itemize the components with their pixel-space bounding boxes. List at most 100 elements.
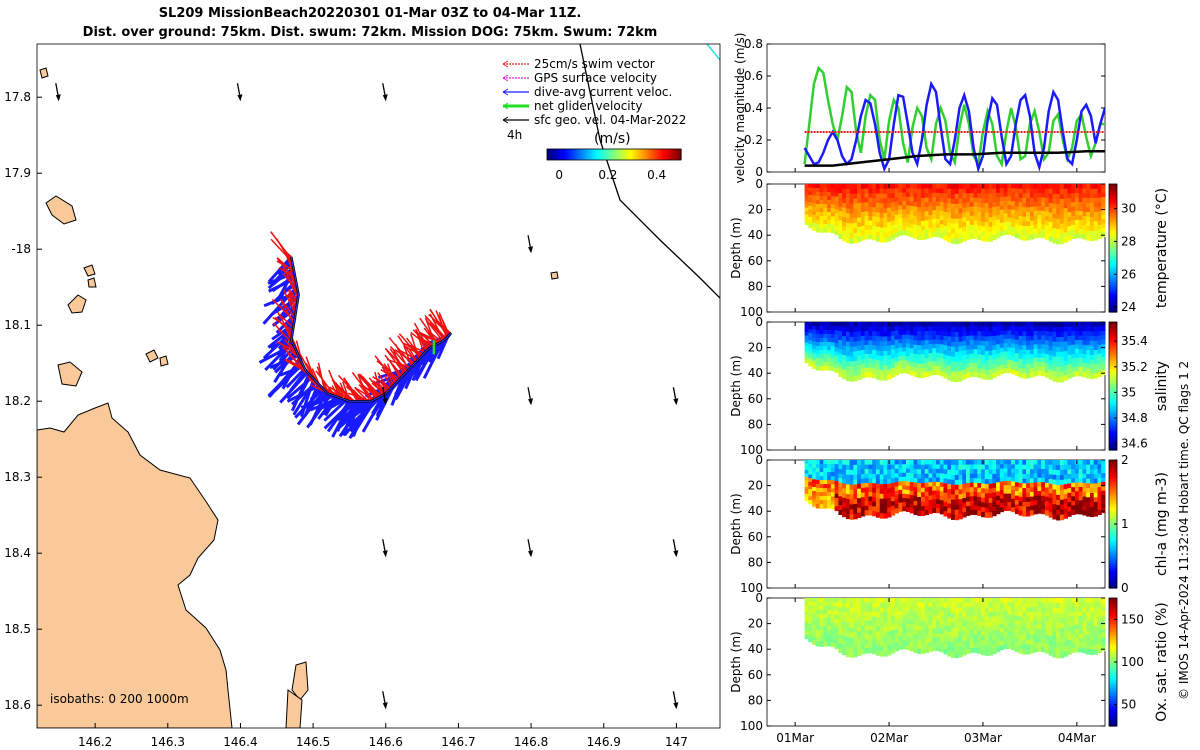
- section-cell: [845, 218, 851, 224]
- section-cell: [864, 344, 869, 351]
- section-cell: [973, 322, 978, 328]
- section-cell: [1086, 602, 1091, 608]
- section-colorbar-cell: [1109, 472, 1117, 476]
- section-cell: [1037, 606, 1042, 612]
- section-cell: [1022, 336, 1027, 342]
- section-cell: [1078, 509, 1083, 515]
- section-cell: [823, 622, 828, 627]
- section-cell: [1093, 644, 1098, 650]
- section-cell: [890, 648, 896, 654]
- section-cell: [1011, 218, 1016, 224]
- section-cell: [1071, 509, 1076, 515]
- section-cell: [860, 621, 866, 627]
- section-cell: [1048, 364, 1053, 371]
- section-cell: [1056, 470, 1061, 476]
- section-cell: [1093, 506, 1098, 512]
- section-cell: [842, 649, 847, 656]
- section-cell: [913, 634, 918, 640]
- section-cell: [1011, 636, 1016, 642]
- section-cell: [1059, 346, 1065, 353]
- section-cell: [988, 607, 993, 613]
- legend-label: 25cm/s swim vector: [534, 57, 655, 71]
- section-cell: [999, 490, 1005, 495]
- section-cell: [1029, 625, 1035, 631]
- section-cell: [973, 229, 978, 235]
- section-cell: [883, 237, 888, 243]
- section-cell: [932, 339, 937, 345]
- section-cell: [981, 355, 986, 361]
- section-cell: [1018, 188, 1023, 194]
- section-cell: [1101, 219, 1106, 224]
- section-colorbar-cell: [1109, 368, 1117, 372]
- section-colorbar-cell: [1109, 613, 1117, 617]
- section-cell: [902, 217, 907, 223]
- section-cell: [815, 491, 821, 497]
- section-cell: [1052, 504, 1057, 510]
- section-colorbar-cell: [1109, 700, 1117, 704]
- section-cell: [988, 369, 993, 375]
- section-cell: [864, 643, 869, 649]
- section-cell: [913, 602, 918, 608]
- section-cell: [999, 464, 1005, 470]
- section-cell: [1041, 233, 1046, 239]
- section-cell: [913, 611, 918, 617]
- colorbar-cell: [663, 149, 666, 160]
- section-cell: [1048, 636, 1053, 642]
- section-cell: [815, 602, 821, 607]
- section-cell: [875, 650, 881, 656]
- section-cell: [1026, 469, 1031, 475]
- section-cell: [917, 492, 922, 498]
- section-cell: [966, 506, 971, 512]
- section-colorbar-cell: [1109, 337, 1117, 341]
- section-cell: [1097, 184, 1102, 190]
- section-cell: [890, 225, 896, 231]
- section-cell: [1033, 353, 1038, 359]
- section-cell: [1067, 340, 1072, 346]
- section-cell: [879, 208, 884, 214]
- current-vector: [271, 322, 295, 341]
- section-colorbar-cell: [1109, 603, 1117, 607]
- section-cell: [1063, 460, 1068, 466]
- section-cell: [849, 489, 854, 496]
- figure-title-line2: Dist. over ground: 75km. Dist. swum: 72k…: [82, 25, 658, 40]
- section-cell: [962, 217, 967, 223]
- section-cell: [1033, 611, 1038, 617]
- section-cell: [872, 211, 877, 218]
- section-cell: [1026, 331, 1031, 337]
- section-cell: [1026, 497, 1031, 503]
- colorbar-cell: [605, 149, 608, 160]
- section-cell: [853, 651, 858, 658]
- section-cell: [947, 326, 952, 333]
- section-cell: [1007, 485, 1012, 490]
- section-cell: [864, 510, 869, 516]
- section-cell: [827, 322, 832, 327]
- section-cell: [924, 211, 929, 217]
- section-cell: [936, 330, 941, 336]
- section-cell: [860, 464, 866, 470]
- section-cell: [943, 598, 948, 604]
- section-cell: [1014, 500, 1020, 506]
- section-cell: [1071, 229, 1076, 235]
- section-cell: [1082, 211, 1087, 217]
- section-cell: [1014, 477, 1020, 483]
- swim-vector: [289, 290, 299, 302]
- section-cell: [864, 322, 869, 328]
- section-cell: [1007, 334, 1012, 340]
- section-cell: [1044, 648, 1050, 654]
- section-cell: [808, 220, 813, 225]
- section-cell: [857, 341, 862, 347]
- section-cell: [1097, 358, 1102, 364]
- section-colorbar-cell: [1109, 713, 1117, 717]
- section-cell: [939, 629, 945, 635]
- section-cell: [1086, 506, 1091, 512]
- section-cell: [988, 193, 993, 199]
- section-cell: [932, 343, 937, 349]
- section-cell: [883, 622, 888, 628]
- section-cell: [1086, 368, 1091, 374]
- section-cell: [1044, 340, 1050, 346]
- section-cell: [943, 221, 948, 227]
- section-cell: [977, 354, 982, 360]
- section-cell: [936, 619, 941, 625]
- section-cell: [1052, 637, 1057, 643]
- section-cell: [1097, 487, 1102, 493]
